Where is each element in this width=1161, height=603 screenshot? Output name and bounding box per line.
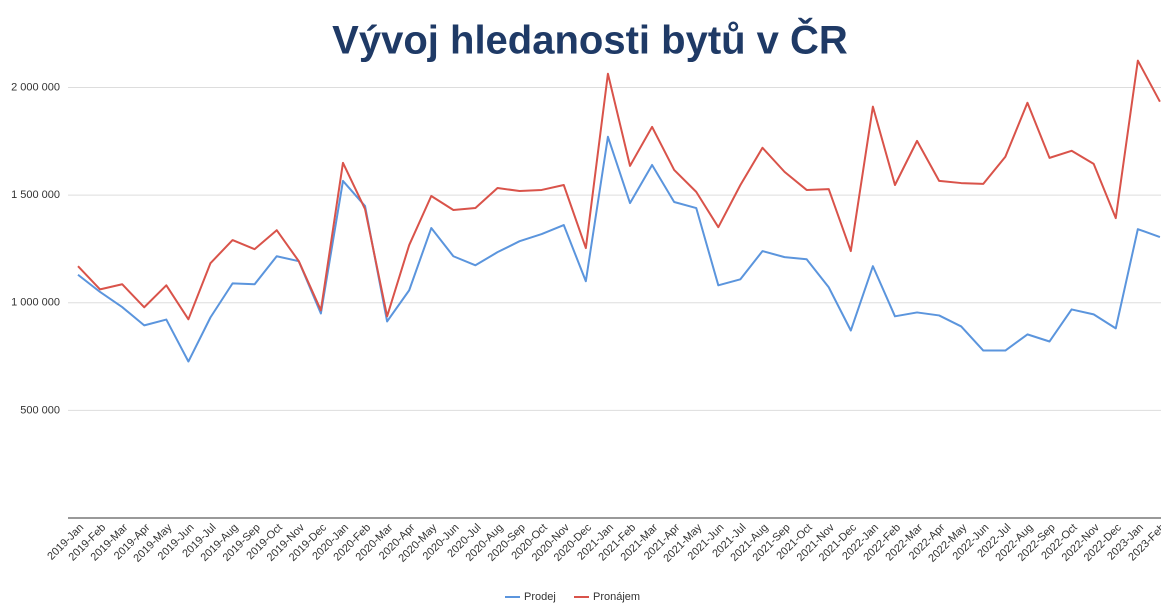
legend-label: Prodej [524,591,556,603]
line-series [77,59,1161,321]
y-tick-label: 2 000 000 [11,81,60,93]
y-tick-label: 1 500 000 [11,189,60,201]
y-tick-label: 1 000 000 [11,297,60,309]
legend-label: Pronájem [593,591,640,603]
line-series [77,135,1161,363]
chart-title: Vývoj hledanosti bytů v ČR [332,17,848,63]
y-tick-label: 500 000 [20,404,60,416]
